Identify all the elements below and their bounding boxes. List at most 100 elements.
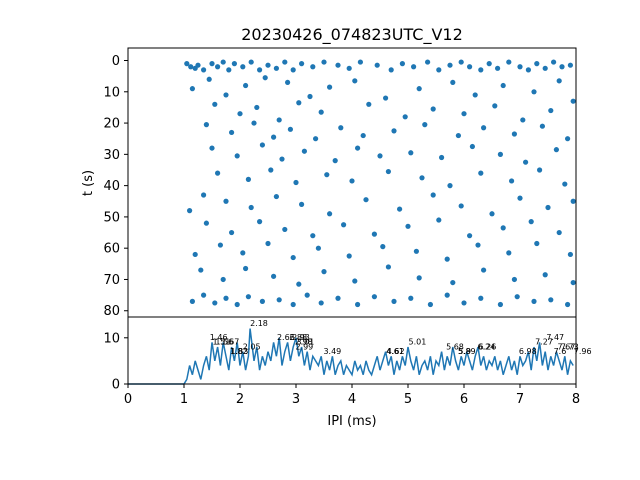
raster-point-192 <box>514 294 520 300</box>
raster-point-80 <box>360 132 366 139</box>
ipi-peak-label-29: 7.96 <box>574 347 592 356</box>
raster-point-93 <box>332 158 338 164</box>
raster-point-169 <box>542 272 548 278</box>
raster-point-78 <box>313 136 319 142</box>
raster-point-41 <box>559 64 565 70</box>
raster-point-163 <box>352 278 358 284</box>
raster-point-148 <box>315 245 321 251</box>
raster-point-85 <box>511 131 517 137</box>
raster-point-58 <box>556 78 562 84</box>
raster-point-77 <box>287 126 293 132</box>
raster-point-29 <box>447 62 453 68</box>
ipi-peak-label-18: 5.68 <box>446 342 464 351</box>
raster-y-tick-label-6: 60 <box>103 242 120 257</box>
raster-point-7 <box>220 59 226 65</box>
raster-point-90 <box>259 142 265 148</box>
raster-point-75 <box>251 120 257 126</box>
raster-point-102 <box>215 170 221 176</box>
ipi-peak-label-14: 3.49 <box>323 347 341 356</box>
raster-point-172 <box>201 292 207 298</box>
ipi-peak-label-3: 1.67 <box>222 338 240 347</box>
raster-point-161 <box>296 281 302 287</box>
raster-point-149 <box>346 253 352 259</box>
ipi-peak-label-25: 7.47 <box>546 333 564 342</box>
ipi-peak-label-16: 4.62 <box>387 347 405 356</box>
raster-point-62 <box>276 117 282 123</box>
raster-point-189 <box>461 300 467 306</box>
raster-point-146 <box>265 240 271 247</box>
raster-point-87 <box>565 136 571 142</box>
raster-point-165 <box>416 275 422 281</box>
raster-point-53 <box>416 86 422 92</box>
raster-point-121 <box>327 211 333 217</box>
raster-point-39 <box>542 65 548 71</box>
raster-point-110 <box>447 183 453 189</box>
raster-point-193 <box>531 298 537 304</box>
ipi-peak-label-17: 5.01 <box>409 338 427 347</box>
raster-point-150 <box>380 244 386 250</box>
raster-point-151 <box>413 248 419 254</box>
ipi-peak-label-11: 2.98 <box>295 338 313 347</box>
ipi-peak-labels: 1.461.511.561.671.821.832.05 2.18 2.662.88… <box>210 319 592 356</box>
raster-point-107 <box>349 178 355 184</box>
raster-point-190 <box>478 295 484 301</box>
raster-point-180 <box>304 292 310 298</box>
raster-y-tick-label-8: 80 <box>103 304 120 319</box>
raster-point-21 <box>346 65 352 71</box>
raster-point-100 <box>523 159 529 165</box>
raster-point-76 <box>271 134 277 140</box>
ipi-peak-label-10: 2.93 <box>292 333 310 342</box>
raster-point-129 <box>570 198 576 204</box>
raster-point-59 <box>212 101 218 107</box>
raster-point-10 <box>240 64 246 70</box>
raster-point-164 <box>385 264 391 270</box>
raster-point-195 <box>565 301 571 308</box>
raster-point-156 <box>567 251 574 258</box>
raster-point-42 <box>567 62 574 68</box>
raster-point-126 <box>489 211 495 217</box>
raster-point-106 <box>324 172 330 178</box>
ipi-y-tick-label-1: 10 <box>103 331 120 346</box>
raster-point-94 <box>355 145 361 151</box>
raster-point-86 <box>539 123 546 129</box>
raster-point-51 <box>352 78 358 84</box>
raster-point-155 <box>534 240 540 247</box>
raster-point-70 <box>520 117 526 123</box>
raster-point-44 <box>206 76 212 82</box>
ipi-peak-label-0: 1.46 <box>210 333 228 342</box>
raster-point-181 <box>318 300 324 306</box>
raster-point-14 <box>273 65 279 71</box>
raster-point-191 <box>497 301 503 308</box>
raster-point-153 <box>475 242 481 248</box>
raster-point-52 <box>383 95 389 101</box>
raster-point-116 <box>201 192 207 198</box>
ipi-peak-label-5: 1.83 <box>230 347 248 356</box>
ipi-peak-label-7: 2.18 <box>250 319 268 328</box>
ipi-y-ticks: 0 10 <box>103 331 128 393</box>
raster-point-83 <box>455 132 461 139</box>
raster-point-46 <box>243 82 249 89</box>
raster-point-69 <box>492 103 498 109</box>
ipi-peak-label-15: 4.61 <box>386 347 404 356</box>
ipi-x-label: IPI (ms) <box>327 414 376 429</box>
raster-point-177 <box>259 298 265 304</box>
ipi-peak-label-9: 2.88 <box>289 333 307 342</box>
raster-point-66 <box>402 114 408 120</box>
raster-point-131 <box>229 229 235 236</box>
ipi-x-tick-label-0: 0 <box>124 392 132 407</box>
raster-y-tick-label-0: 0 <box>112 54 120 69</box>
raster-point-22 <box>357 59 363 65</box>
raster-point-124 <box>430 192 436 198</box>
raster-point-71 <box>548 107 554 114</box>
raster-point-144 <box>217 242 223 248</box>
ipi-x-tick-label-2: 2 <box>236 392 244 407</box>
raster-point-137 <box>405 223 411 229</box>
raster-point-147 <box>290 254 296 261</box>
raster-point-16 <box>290 67 296 73</box>
ipi-peak-label-1: 1.51 <box>213 338 231 347</box>
raster-point-123 <box>397 206 403 212</box>
raster-point-166 <box>450 279 456 286</box>
raster-point-81 <box>391 128 397 134</box>
raster-point-72 <box>570 98 576 104</box>
raster-point-45 <box>223 92 229 98</box>
